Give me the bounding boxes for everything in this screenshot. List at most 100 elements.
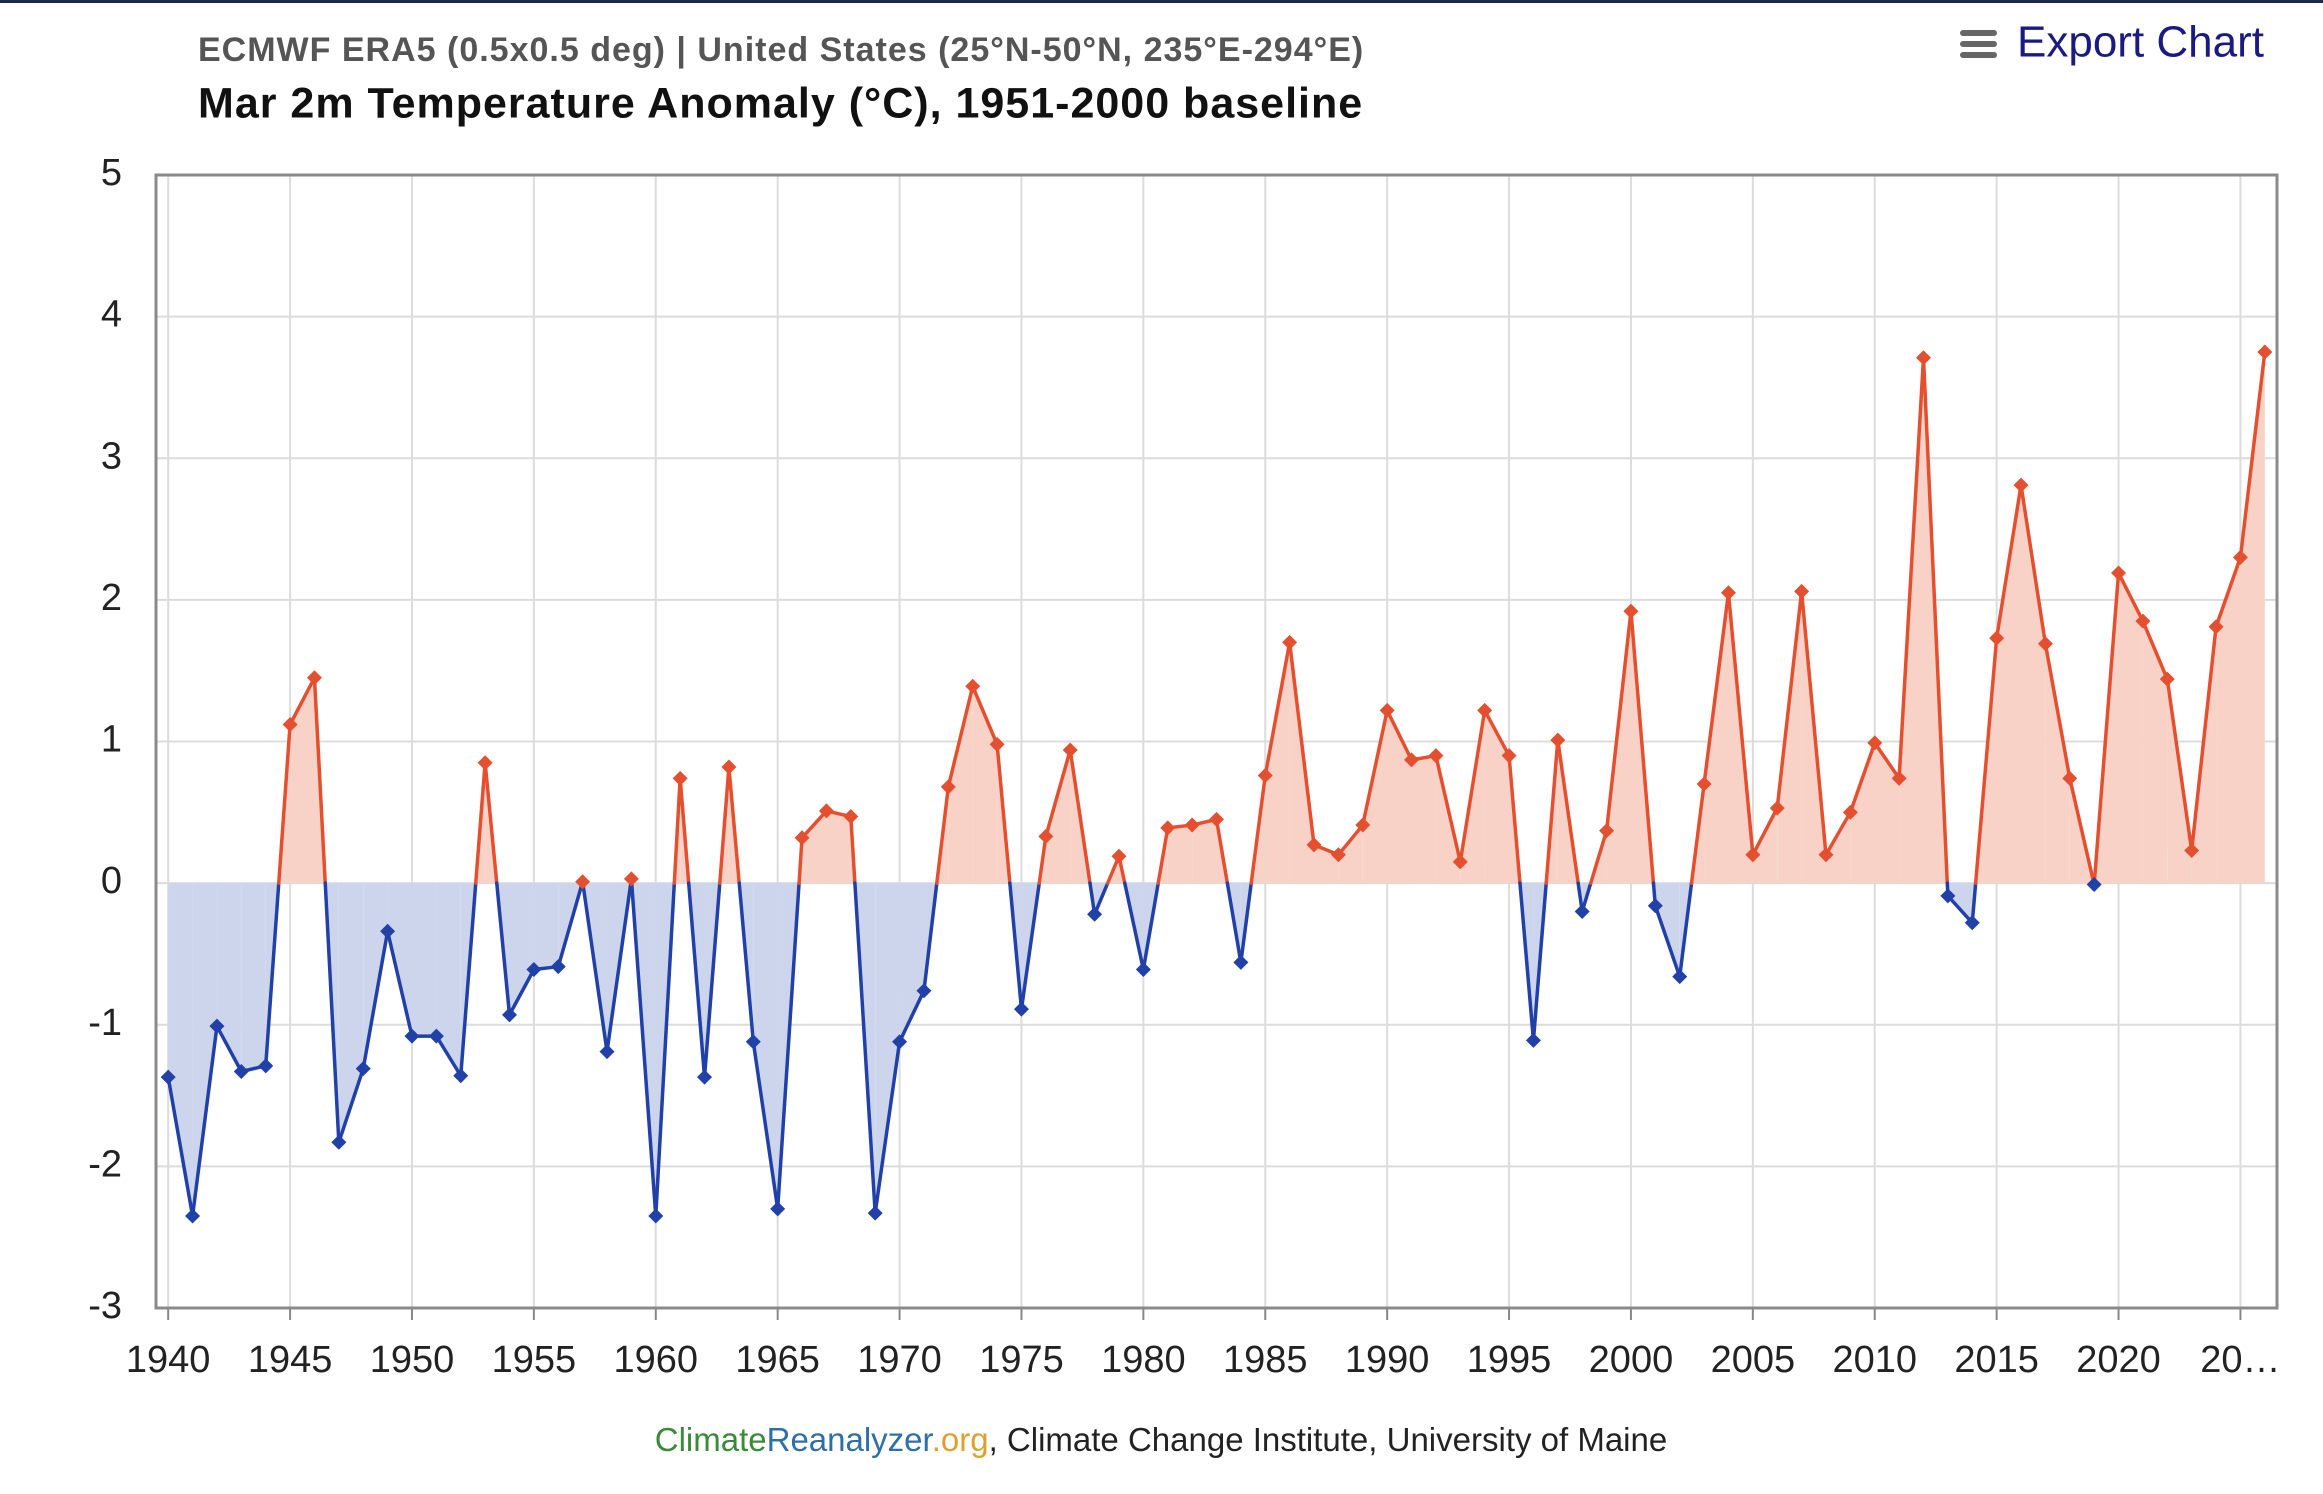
line-segment (1336, 823, 1365, 857)
marker (1867, 735, 1883, 751)
marker (233, 1063, 249, 1079)
marker (1989, 630, 2005, 646)
line-segment (629, 881, 658, 1218)
y-tick-label: 2 (101, 577, 122, 619)
marker (209, 1018, 225, 1034)
marker (989, 736, 1005, 752)
area (1167, 825, 1193, 884)
line-segment (190, 1024, 219, 1218)
marker (2037, 636, 2053, 652)
marker (1013, 1001, 1029, 1017)
marker (892, 1034, 908, 1050)
marker (1525, 1032, 1541, 1048)
marker (1501, 748, 1517, 764)
line-segment (935, 785, 951, 885)
area (1874, 742, 1900, 884)
marker (1233, 954, 1249, 970)
line-segment (458, 881, 478, 1078)
marker (1477, 702, 1493, 718)
top-bar (0, 0, 2323, 3)
marker (160, 1069, 176, 1085)
area (338, 883, 364, 1143)
area (802, 810, 827, 884)
x-tick-label: 1950 (370, 1339, 455, 1381)
area (2240, 352, 2265, 884)
line-segment (1872, 741, 1901, 781)
line-segment (1214, 817, 1230, 885)
area (1947, 883, 1973, 923)
area (948, 686, 973, 884)
marker (1818, 847, 1834, 863)
export-label[interactable]: Export Chart (2017, 18, 2264, 67)
line-segment (1629, 609, 1656, 885)
line-segment (678, 776, 691, 885)
marker (770, 1201, 786, 1217)
line-segment (1263, 640, 1292, 778)
line-segment (434, 1034, 463, 1078)
source-part: , Climate Change Institute, University o… (989, 1421, 1668, 1458)
marker (526, 962, 542, 978)
marker (331, 1134, 347, 1150)
menu-icon (1960, 41, 1997, 47)
line-segment (718, 765, 731, 885)
marker (1550, 732, 1566, 748)
marker (550, 959, 566, 975)
marker (404, 1028, 420, 1044)
area (1338, 825, 1363, 884)
x-tick-label: 1955 (492, 1339, 577, 1381)
marker (1891, 770, 1907, 786)
line-segment (1287, 640, 1316, 847)
x-tick-label: 20… (2200, 1339, 2280, 1381)
x-tick-label: 1965 (735, 1339, 820, 1381)
line-segment (1482, 708, 1511, 758)
line-segment (1044, 748, 1072, 839)
marker (1257, 767, 1273, 783)
line-segment (1824, 810, 1853, 857)
y-tick-label: -3 (88, 1285, 122, 1327)
x-tick-label: 1990 (1345, 1339, 1430, 1381)
marker (916, 983, 932, 999)
area (411, 883, 437, 1037)
line-segment (1848, 741, 1877, 815)
line-segment (672, 776, 682, 885)
area (753, 883, 778, 1209)
marker (843, 809, 859, 825)
x-tick-label: 2005 (1711, 1339, 1796, 1381)
line-segment (1156, 826, 1170, 885)
y-tick-label: 0 (101, 860, 122, 902)
marker (185, 1208, 201, 1224)
marker (623, 871, 639, 887)
marker (1306, 837, 1322, 853)
area (1484, 710, 1510, 884)
marker (282, 717, 298, 733)
line-segment (1946, 894, 1975, 925)
line-segment (775, 881, 801, 1211)
marker (1282, 634, 1298, 650)
chart-subtitle: ECMWF ERA5 (0.5x0.5 deg) | United States… (198, 31, 1364, 69)
marker (1794, 583, 1810, 599)
marker (1647, 898, 1663, 914)
line-segment (263, 881, 281, 1068)
area (241, 883, 266, 1072)
line-segment (1123, 881, 1146, 972)
source-part: Reanalyzer (767, 1421, 934, 1458)
line-segment (797, 836, 804, 885)
export-button[interactable]: Export Chart (1960, 18, 2264, 67)
line-segment (1677, 881, 1694, 979)
line-segment (2068, 776, 2096, 885)
x-tick-label: 1945 (248, 1339, 333, 1381)
marker (818, 803, 834, 819)
x-tick-label: 1970 (857, 1339, 942, 1381)
line-segment (1751, 806, 1779, 857)
marker (1599, 823, 1615, 839)
area (2216, 557, 2241, 884)
area (1045, 749, 1071, 884)
marker (1087, 906, 1103, 922)
area (168, 883, 193, 1216)
line-group (166, 350, 2267, 1218)
area (826, 810, 851, 884)
line-segment (1361, 708, 1389, 827)
x-tick-label: 1960 (614, 1339, 699, 1381)
marker (1696, 776, 1712, 792)
x-tick-label: 1975 (979, 1339, 1064, 1381)
